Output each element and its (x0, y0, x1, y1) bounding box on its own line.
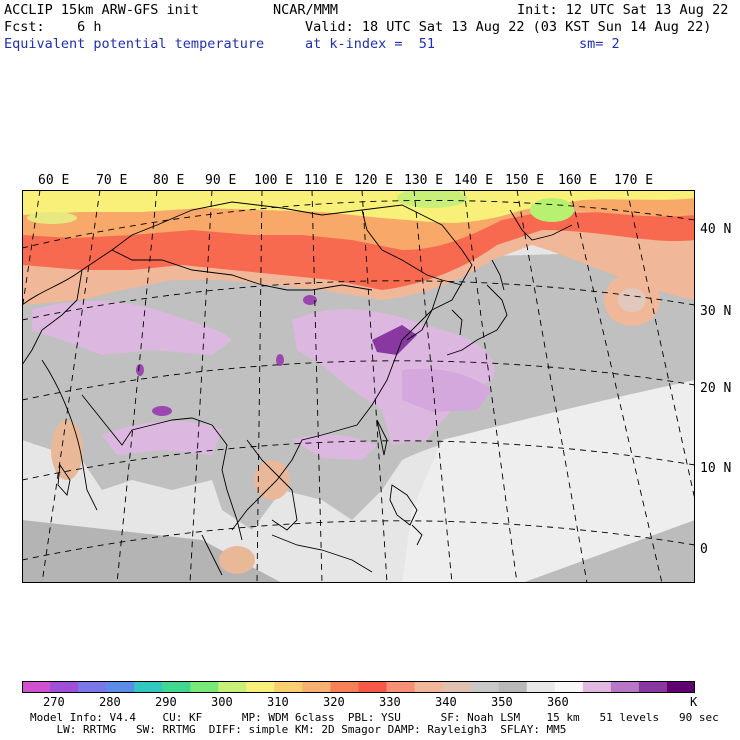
colorbar-swatch (358, 681, 387, 693)
theta-e-map (22, 190, 695, 583)
field-gray-south (22, 520, 282, 583)
colorbar-swatch (386, 681, 415, 693)
colorbar (22, 681, 695, 693)
colorbar-label: 340 (435, 695, 457, 709)
lon-label: 150 E (505, 173, 545, 188)
colorbar-swatch (218, 681, 247, 693)
colorbar-swatch (554, 681, 584, 693)
valid-time: Valid: 18 UTC Sat 13 Aug 22 (03 KST Sun … (305, 19, 712, 35)
field-indochina-salmon (254, 460, 290, 500)
lat-label: 10 N (700, 461, 732, 476)
colorbar-swatch (302, 681, 331, 693)
org-label: NCAR/MMM (273, 2, 339, 18)
colorbar-label: 320 (323, 695, 345, 709)
field-lavender (102, 420, 222, 455)
colorbar-swatch (22, 681, 51, 693)
coastlines (22, 201, 573, 576)
colorbar-swatch (470, 681, 500, 693)
lon-label: 170 E (614, 173, 654, 188)
colorbar-label: 360 (547, 695, 569, 709)
colorbar-frame (22, 681, 695, 693)
smoothing-label: sm= 2 (579, 36, 620, 52)
model-title: ACCLIP 15km ARW-GFS init (4, 2, 200, 18)
field-yellow-patch (27, 212, 77, 224)
lon-label: 100 E (254, 173, 294, 188)
field-pacific (402, 380, 695, 583)
colorbar-swatch (190, 681, 219, 693)
field-yellow (22, 190, 695, 223)
lon-label: 110 E (304, 173, 344, 188)
colorbar-label: 330 (379, 695, 401, 709)
lat-label: 0 (700, 542, 708, 557)
lon-label: 90 E (205, 173, 237, 188)
colorbar-swatch (526, 681, 556, 693)
model-info-line1: Model Info: V4.4 CU: KF MP: WDM 6class P… (30, 711, 719, 724)
init-time: Init: 12 UTC Sat 13 Aug 22 (517, 2, 729, 18)
colorbar-swatch (638, 681, 668, 693)
colorbar-label: 270 (43, 695, 65, 709)
colorbar-label: 310 (267, 695, 289, 709)
field-sumatra-salmon (219, 546, 255, 574)
colorbar-swatch (582, 681, 612, 693)
colorbar-swatch (134, 681, 163, 693)
field-name: Equivalent potential temperature (4, 36, 265, 52)
colorbar-swatch (498, 681, 528, 693)
colorbar-swatch (106, 681, 135, 693)
lat-label: 20 N (700, 381, 732, 396)
level-label: at k-index = 51 (305, 36, 436, 52)
field-gray-se (522, 520, 695, 583)
colorbar-label: 290 (155, 695, 177, 709)
lon-label: 130 E (404, 173, 444, 188)
colorbar-label: 280 (99, 695, 121, 709)
model-info-line2: LW: RRTMG SW: RRTMG DIFF: simple KM: 2D … (30, 723, 567, 736)
field-purple (303, 295, 317, 305)
field-swirl-core (618, 288, 646, 312)
lat-label: 30 N (700, 304, 732, 319)
lon-label: 70 E (96, 173, 128, 188)
colorbar-swatch (274, 681, 303, 693)
lat-label: 40 N (700, 222, 732, 237)
forecast-hour: Fcst: 6 h (4, 19, 102, 35)
lon-label: 80 E (153, 173, 185, 188)
field-purple (136, 364, 144, 376)
colorbar-swatch (330, 681, 359, 693)
colorbar-swatch (610, 681, 640, 693)
colorbar-swatch (442, 681, 471, 693)
colorbar-swatch (414, 681, 443, 693)
lon-label: 60 E (38, 173, 70, 188)
lon-label: 120 E (354, 173, 394, 188)
colorbar-label: 350 (491, 695, 513, 709)
colorbar-swatch (246, 681, 275, 693)
field-purple (372, 325, 417, 355)
colorbar-swatch (666, 681, 695, 693)
colorbar-swatch (50, 681, 79, 693)
colorbar-unit: K (690, 695, 698, 709)
lon-label: 140 E (454, 173, 494, 188)
field-purple (276, 354, 284, 366)
colorbar-label: 300 (211, 695, 233, 709)
field-green-patch (530, 198, 574, 222)
field-lavender (402, 368, 492, 412)
colorbar-swatch (78, 681, 107, 693)
colorbar-swatch (162, 681, 191, 693)
lon-label: 160 E (558, 173, 598, 188)
field-lavender (292, 434, 377, 460)
map-frame (22, 190, 695, 583)
field-purple (152, 406, 172, 416)
graticule (22, 190, 695, 583)
